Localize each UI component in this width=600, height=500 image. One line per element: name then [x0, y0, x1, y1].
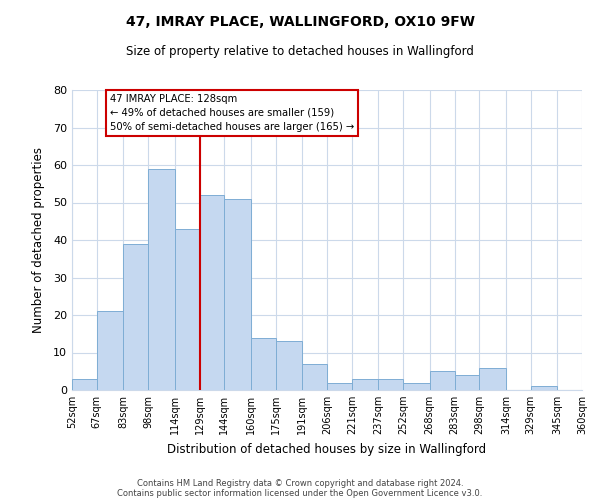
Bar	[199, 195, 224, 390]
Bar	[251, 338, 275, 390]
Text: Contains public sector information licensed under the Open Government Licence v3: Contains public sector information licen…	[118, 488, 482, 498]
Bar	[275, 341, 302, 390]
Bar	[352, 379, 379, 390]
Bar	[379, 379, 403, 390]
Bar	[455, 375, 479, 390]
Text: 47 IMRAY PLACE: 128sqm
← 49% of detached houses are smaller (159)
50% of semi-de: 47 IMRAY PLACE: 128sqm ← 49% of detached…	[110, 94, 355, 132]
Text: Size of property relative to detached houses in Wallingford: Size of property relative to detached ho…	[126, 45, 474, 58]
Bar	[403, 382, 430, 390]
Bar	[72, 379, 97, 390]
Bar	[530, 386, 557, 390]
Bar	[327, 382, 352, 390]
Bar	[124, 244, 148, 390]
Bar	[148, 169, 175, 390]
Text: Contains HM Land Registry data © Crown copyright and database right 2024.: Contains HM Land Registry data © Crown c…	[137, 478, 463, 488]
Bar	[302, 364, 327, 390]
Bar	[430, 371, 455, 390]
Bar	[224, 198, 251, 390]
Bar	[479, 368, 506, 390]
Text: 47, IMRAY PLACE, WALLINGFORD, OX10 9FW: 47, IMRAY PLACE, WALLINGFORD, OX10 9FW	[125, 15, 475, 29]
Bar	[97, 311, 124, 390]
Y-axis label: Number of detached properties: Number of detached properties	[32, 147, 44, 333]
Bar	[175, 229, 199, 390]
X-axis label: Distribution of detached houses by size in Wallingford: Distribution of detached houses by size …	[167, 442, 487, 456]
